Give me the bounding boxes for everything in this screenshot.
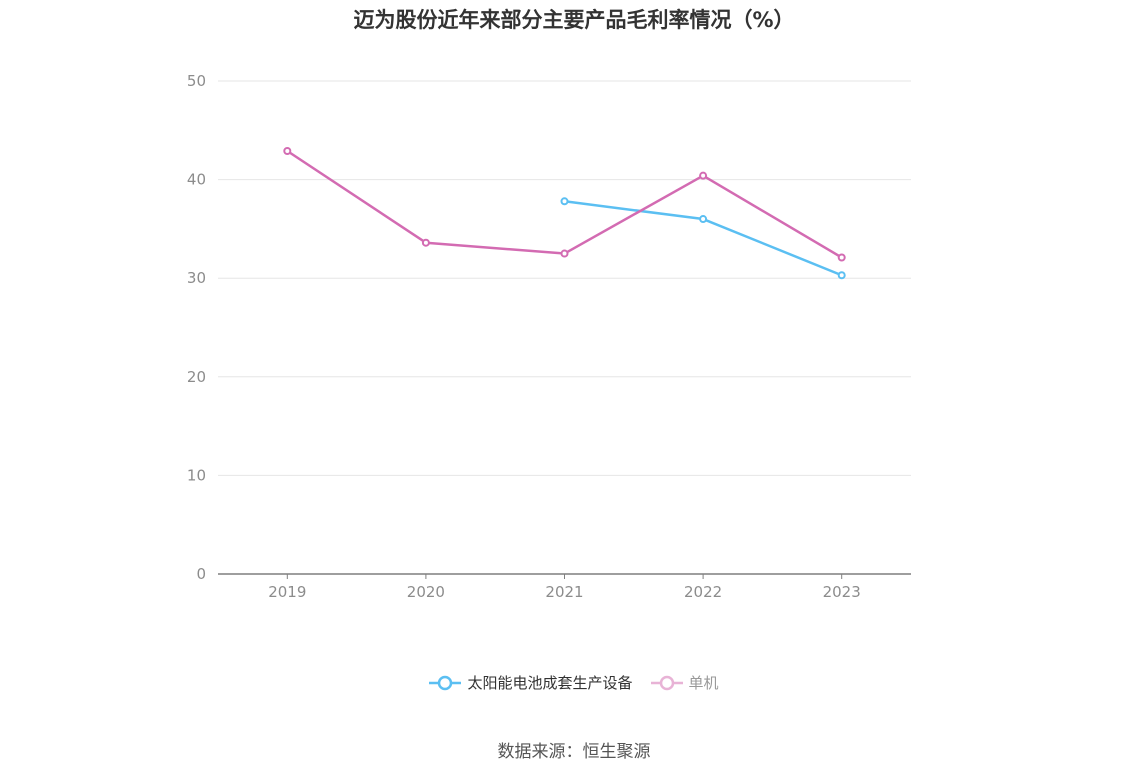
x-tick-label: 2023: [823, 583, 861, 601]
data-point-series-1: [837, 271, 846, 280]
x-tick-label: 2021: [545, 583, 583, 601]
legend-circle-icon: [438, 675, 453, 690]
data-point-series-1: [699, 215, 708, 224]
legend-label-series-1: 太阳能电池成套生产设备: [467, 674, 633, 692]
y-tick-label: 0: [196, 565, 206, 583]
y-tick-label: 20: [187, 368, 206, 386]
legend-circle-icon: [659, 675, 674, 690]
data-point-series-2: [560, 249, 569, 258]
legend: 太阳能电池成套生产设备 单机: [0, 672, 1148, 693]
y-tick-label: 40: [187, 171, 206, 189]
legend-item-series-1[interactable]: 太阳能电池成套生产设备: [429, 672, 633, 693]
y-tick-label: 50: [187, 72, 206, 90]
data-point-series-2: [837, 253, 846, 262]
data-point-series-1: [560, 197, 569, 206]
legend-item-series-2[interactable]: 单机: [650, 672, 719, 693]
chart-title: 迈为股份近年来部分主要产品毛利率情况（%）: [353, 8, 795, 32]
legend-label-series-2: 单机: [688, 674, 719, 692]
x-tick-label: 2019: [268, 583, 306, 601]
x-tick-label: 2020: [407, 583, 445, 601]
data-point-series-2: [421, 238, 430, 247]
data-point-series-2: [283, 147, 292, 156]
data-point-series-2: [699, 171, 708, 180]
legend-marker-series-2: [650, 675, 683, 690]
series-line-1: [564, 200, 843, 277]
y-tick-label: 10: [187, 466, 206, 484]
y-tick-label: 30: [187, 269, 206, 287]
source-note: 数据来源：恒生聚源: [497, 742, 651, 762]
legend-marker-series-1: [429, 675, 462, 690]
x-tick-label: 2022: [684, 583, 722, 601]
